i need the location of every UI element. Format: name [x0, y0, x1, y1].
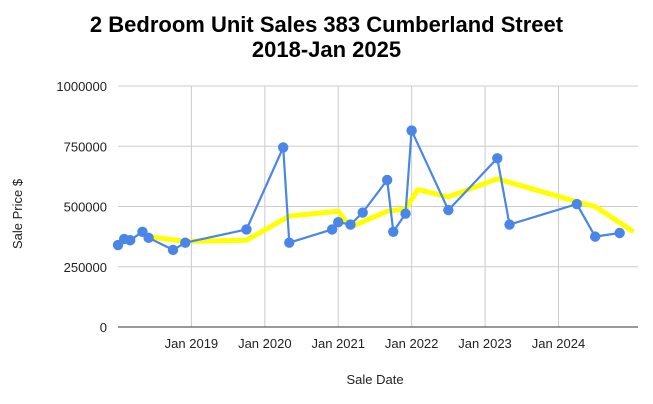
x-tick-label: Jan 2023	[458, 336, 512, 351]
sale-data-point	[492, 153, 503, 164]
chart-title: 2 Bedroom Unit Sales 383 Cumberland Stre…	[0, 12, 653, 62]
x-tick-label: Jan 2020	[238, 336, 292, 351]
sale-data-point	[614, 227, 625, 239]
x-tick-label: Jan 2024	[532, 336, 586, 351]
y-tick-label: 1000000	[56, 79, 107, 94]
x-tick-label: Jan 2019	[165, 336, 219, 351]
sale-data-point	[326, 224, 338, 235]
sale-data-point	[333, 216, 344, 228]
sale-data-point	[241, 224, 252, 235]
sale-data-point	[180, 237, 191, 248]
y-tick-label: 500000	[64, 200, 107, 215]
axes: 0 250000 500000 750000 1000000 Jan 2019 Jan 20…	[56, 79, 638, 351]
sale-data-point	[400, 208, 411, 219]
trend-series-line	[146, 176, 635, 244]
sale-data-point	[277, 142, 289, 153]
x-axis-title: Sale Date	[346, 372, 403, 387]
sale-data-point	[571, 198, 583, 210]
sale-data-point	[357, 207, 368, 218]
y-tick-label: 750000	[64, 139, 107, 154]
y-tick-label: 250000	[64, 260, 107, 275]
chart-title-line-2: 2018-Jan 2025	[251, 37, 402, 62]
sale-data-point	[381, 174, 393, 186]
x-tick-label: Jan 2022	[385, 336, 439, 351]
sale-data-point	[388, 226, 399, 238]
y-axis-title: Sale Price $	[10, 178, 25, 249]
sale-data-point	[504, 219, 515, 230]
sale-data-point	[443, 204, 454, 216]
series-layer	[112, 125, 635, 256]
sale-data-point	[406, 125, 417, 136]
gridlines	[118, 85, 638, 327]
sale-data-point	[589, 231, 601, 242]
y-tick-label: 0	[100, 320, 107, 335]
sale-data-point	[125, 235, 136, 246]
sale-data-point	[284, 237, 295, 248]
sale-data-point	[345, 219, 356, 230]
sale-data-point	[167, 244, 179, 256]
x-tick-label: Jan 2021	[311, 336, 365, 351]
sale-data-point	[143, 232, 154, 244]
chart-title-line-1: 2 Bedroom Unit Sales 383 Cumberland Stre…	[89, 12, 564, 37]
